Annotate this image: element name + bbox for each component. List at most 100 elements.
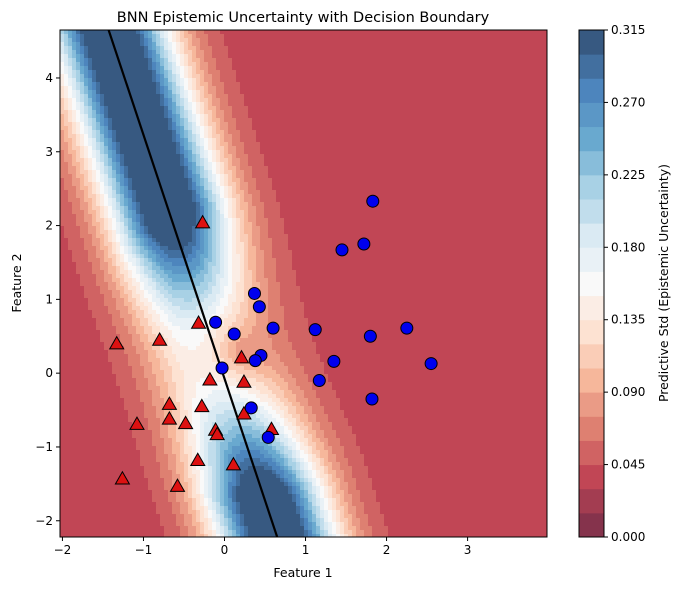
contour-cell bbox=[456, 62, 461, 67]
contour-cell bbox=[144, 126, 149, 131]
contour-cell bbox=[528, 82, 533, 87]
contour-cell bbox=[68, 186, 73, 191]
contour-cell bbox=[348, 94, 353, 99]
contour-cell bbox=[80, 162, 85, 167]
contour-cell bbox=[84, 166, 89, 171]
contour-cell bbox=[220, 166, 225, 171]
contour-cell bbox=[220, 38, 225, 43]
contour-cell bbox=[380, 78, 385, 83]
contour-cell bbox=[188, 30, 193, 35]
contour-cell bbox=[172, 162, 177, 167]
contour-cell bbox=[388, 106, 393, 111]
contour-cell bbox=[492, 98, 497, 103]
contour-cell bbox=[440, 130, 445, 135]
contour-cell bbox=[484, 190, 489, 195]
contour-cell bbox=[192, 190, 197, 195]
contour-cell bbox=[212, 102, 217, 107]
contour-cell bbox=[192, 158, 197, 163]
contour-cell bbox=[240, 66, 245, 71]
contour-cell bbox=[320, 174, 325, 179]
contour-cell bbox=[208, 46, 213, 51]
contour-cell bbox=[72, 150, 77, 155]
contour-cell bbox=[76, 78, 81, 83]
contour-cell bbox=[460, 42, 465, 47]
contour-cell bbox=[544, 138, 547, 143]
contour-cell bbox=[424, 50, 429, 55]
contour-cell bbox=[148, 34, 153, 39]
contour-cell bbox=[172, 46, 177, 51]
contour-cell bbox=[368, 154, 373, 159]
contour-cell bbox=[404, 134, 409, 139]
contour-cell bbox=[260, 98, 265, 103]
contour-cell bbox=[104, 82, 109, 87]
contour-cell bbox=[288, 190, 293, 195]
contour-cell bbox=[488, 86, 493, 91]
contour-cell bbox=[300, 90, 305, 95]
contour-cell bbox=[252, 158, 257, 163]
contour-cell bbox=[284, 150, 289, 155]
contour-cell bbox=[532, 62, 537, 67]
contour-cell bbox=[512, 110, 517, 115]
contour-cell bbox=[132, 62, 137, 67]
contour-cell bbox=[500, 158, 505, 163]
contour-cell bbox=[112, 122, 117, 127]
contour-cell bbox=[252, 114, 257, 119]
contour-cell bbox=[412, 134, 417, 139]
contour-cell bbox=[300, 54, 305, 59]
contour-cell bbox=[216, 98, 221, 103]
contour-cell bbox=[88, 94, 93, 99]
contour-cell bbox=[516, 50, 521, 55]
contour-cell bbox=[316, 186, 321, 191]
contour-cell bbox=[544, 142, 547, 147]
contour-cell bbox=[168, 102, 173, 107]
contour-cell bbox=[296, 98, 301, 103]
contour-cell bbox=[228, 162, 233, 167]
contour-cell bbox=[96, 82, 101, 87]
contour-cell bbox=[520, 186, 525, 191]
contour-cell bbox=[308, 82, 313, 87]
contour-cell bbox=[292, 74, 297, 79]
contour-cell bbox=[340, 50, 345, 55]
contour-cell bbox=[412, 82, 417, 87]
contour-cell bbox=[508, 166, 513, 171]
contour-cell bbox=[240, 178, 245, 183]
contour-cell bbox=[344, 90, 349, 95]
contour-cell bbox=[400, 154, 405, 159]
contour-cell bbox=[184, 46, 189, 51]
contour-cell bbox=[104, 134, 109, 139]
contour-cell bbox=[196, 182, 201, 187]
contour-cell bbox=[496, 162, 501, 167]
contour-cell bbox=[252, 74, 257, 79]
contour-cell bbox=[464, 162, 469, 167]
contour-cell bbox=[452, 42, 457, 47]
contour-cell bbox=[340, 130, 345, 135]
contour-cell bbox=[120, 62, 125, 67]
contour-cell bbox=[420, 134, 425, 139]
contour-cell bbox=[476, 58, 481, 63]
contour-cell bbox=[532, 142, 537, 147]
contour-cell bbox=[488, 54, 493, 59]
contour-cell bbox=[268, 154, 273, 159]
contour-cell bbox=[432, 182, 437, 187]
contour-cell bbox=[104, 178, 109, 183]
contour-cell bbox=[80, 110, 85, 115]
contour-cell bbox=[440, 122, 445, 127]
contour-cell bbox=[276, 38, 281, 43]
contour-cell bbox=[464, 102, 469, 107]
contour-cell bbox=[372, 158, 377, 163]
contour-cell bbox=[540, 102, 545, 107]
contour-cell bbox=[64, 106, 69, 111]
contour-cell bbox=[76, 86, 81, 91]
contour-cell bbox=[344, 126, 349, 131]
contour-cell bbox=[396, 50, 401, 55]
contour-cell bbox=[224, 150, 229, 155]
contour-cell bbox=[128, 106, 133, 111]
contour-cell bbox=[168, 174, 173, 179]
contour-cell bbox=[208, 126, 213, 131]
contour-cell bbox=[276, 30, 281, 35]
contour-cell bbox=[496, 158, 501, 163]
contour-cell bbox=[452, 102, 457, 107]
contour-cell bbox=[416, 30, 421, 35]
contour-cell bbox=[544, 70, 547, 75]
contour-cell bbox=[512, 98, 517, 103]
